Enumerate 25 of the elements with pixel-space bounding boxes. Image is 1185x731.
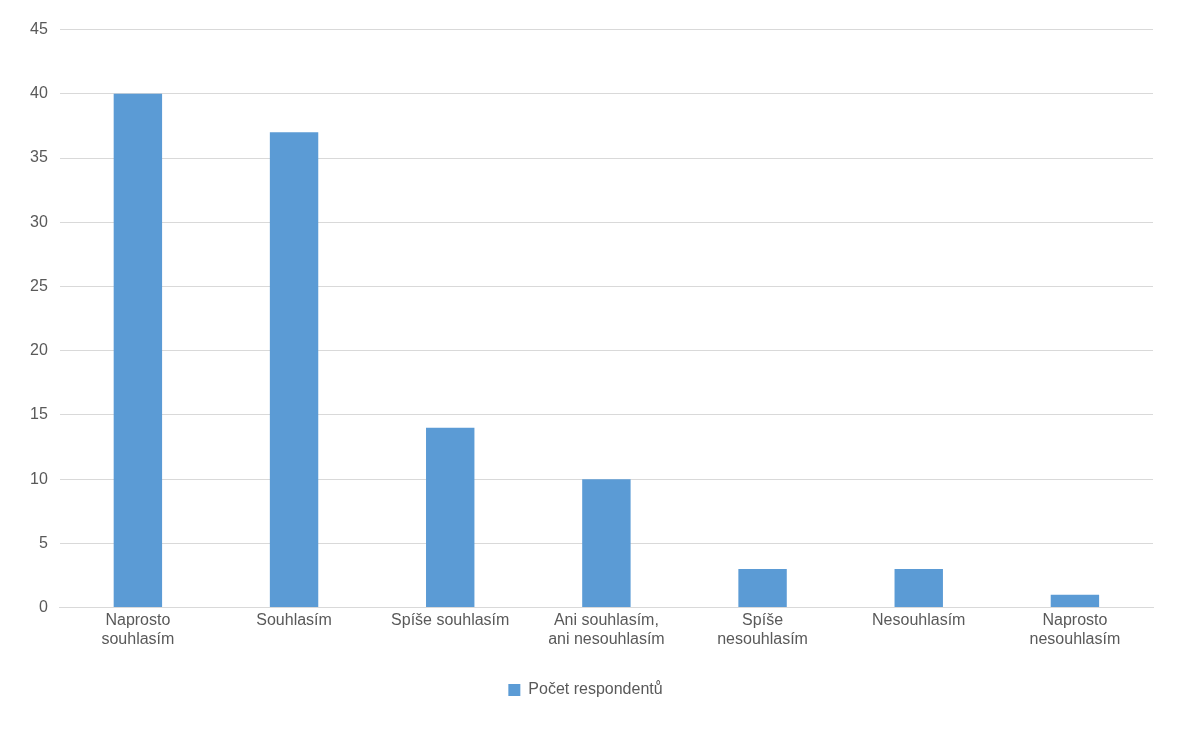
bar xyxy=(113,93,163,608)
bar xyxy=(1050,594,1100,608)
x-tick-label: Naprosto nesouhlasím xyxy=(1029,610,1121,647)
bar xyxy=(894,569,943,608)
y-tick-label: 35 xyxy=(30,148,48,166)
x-tick-label: Souhlasím xyxy=(256,610,332,628)
legend-label: Počet respondentů xyxy=(528,680,663,698)
y-tick-label: 5 xyxy=(38,533,48,551)
y-tick-label: 40 xyxy=(30,84,48,102)
x-tick-label: Spíše souhlasím xyxy=(391,610,510,628)
y-tick-label: 15 xyxy=(30,405,48,423)
bar xyxy=(269,132,319,608)
y-tick-label: 20 xyxy=(30,341,48,359)
x-tick-label: Ani souhlasím, ani nesouhlasím xyxy=(548,610,665,647)
x-tick-label: Spíše nesouhlasím xyxy=(717,610,808,647)
y-tick-label: 10 xyxy=(30,469,48,487)
y-tick-label: 45 xyxy=(30,20,48,38)
bar xyxy=(426,427,475,608)
y-tick-label: 30 xyxy=(30,212,48,230)
y-tick-label: 0 xyxy=(38,598,48,616)
y-tick-label: 25 xyxy=(30,276,48,294)
x-tick-label: Nesouhlasím xyxy=(872,610,966,628)
x-tick-label: Naprosto souhlasím xyxy=(101,610,175,647)
bar xyxy=(738,569,787,608)
bar xyxy=(582,479,631,608)
